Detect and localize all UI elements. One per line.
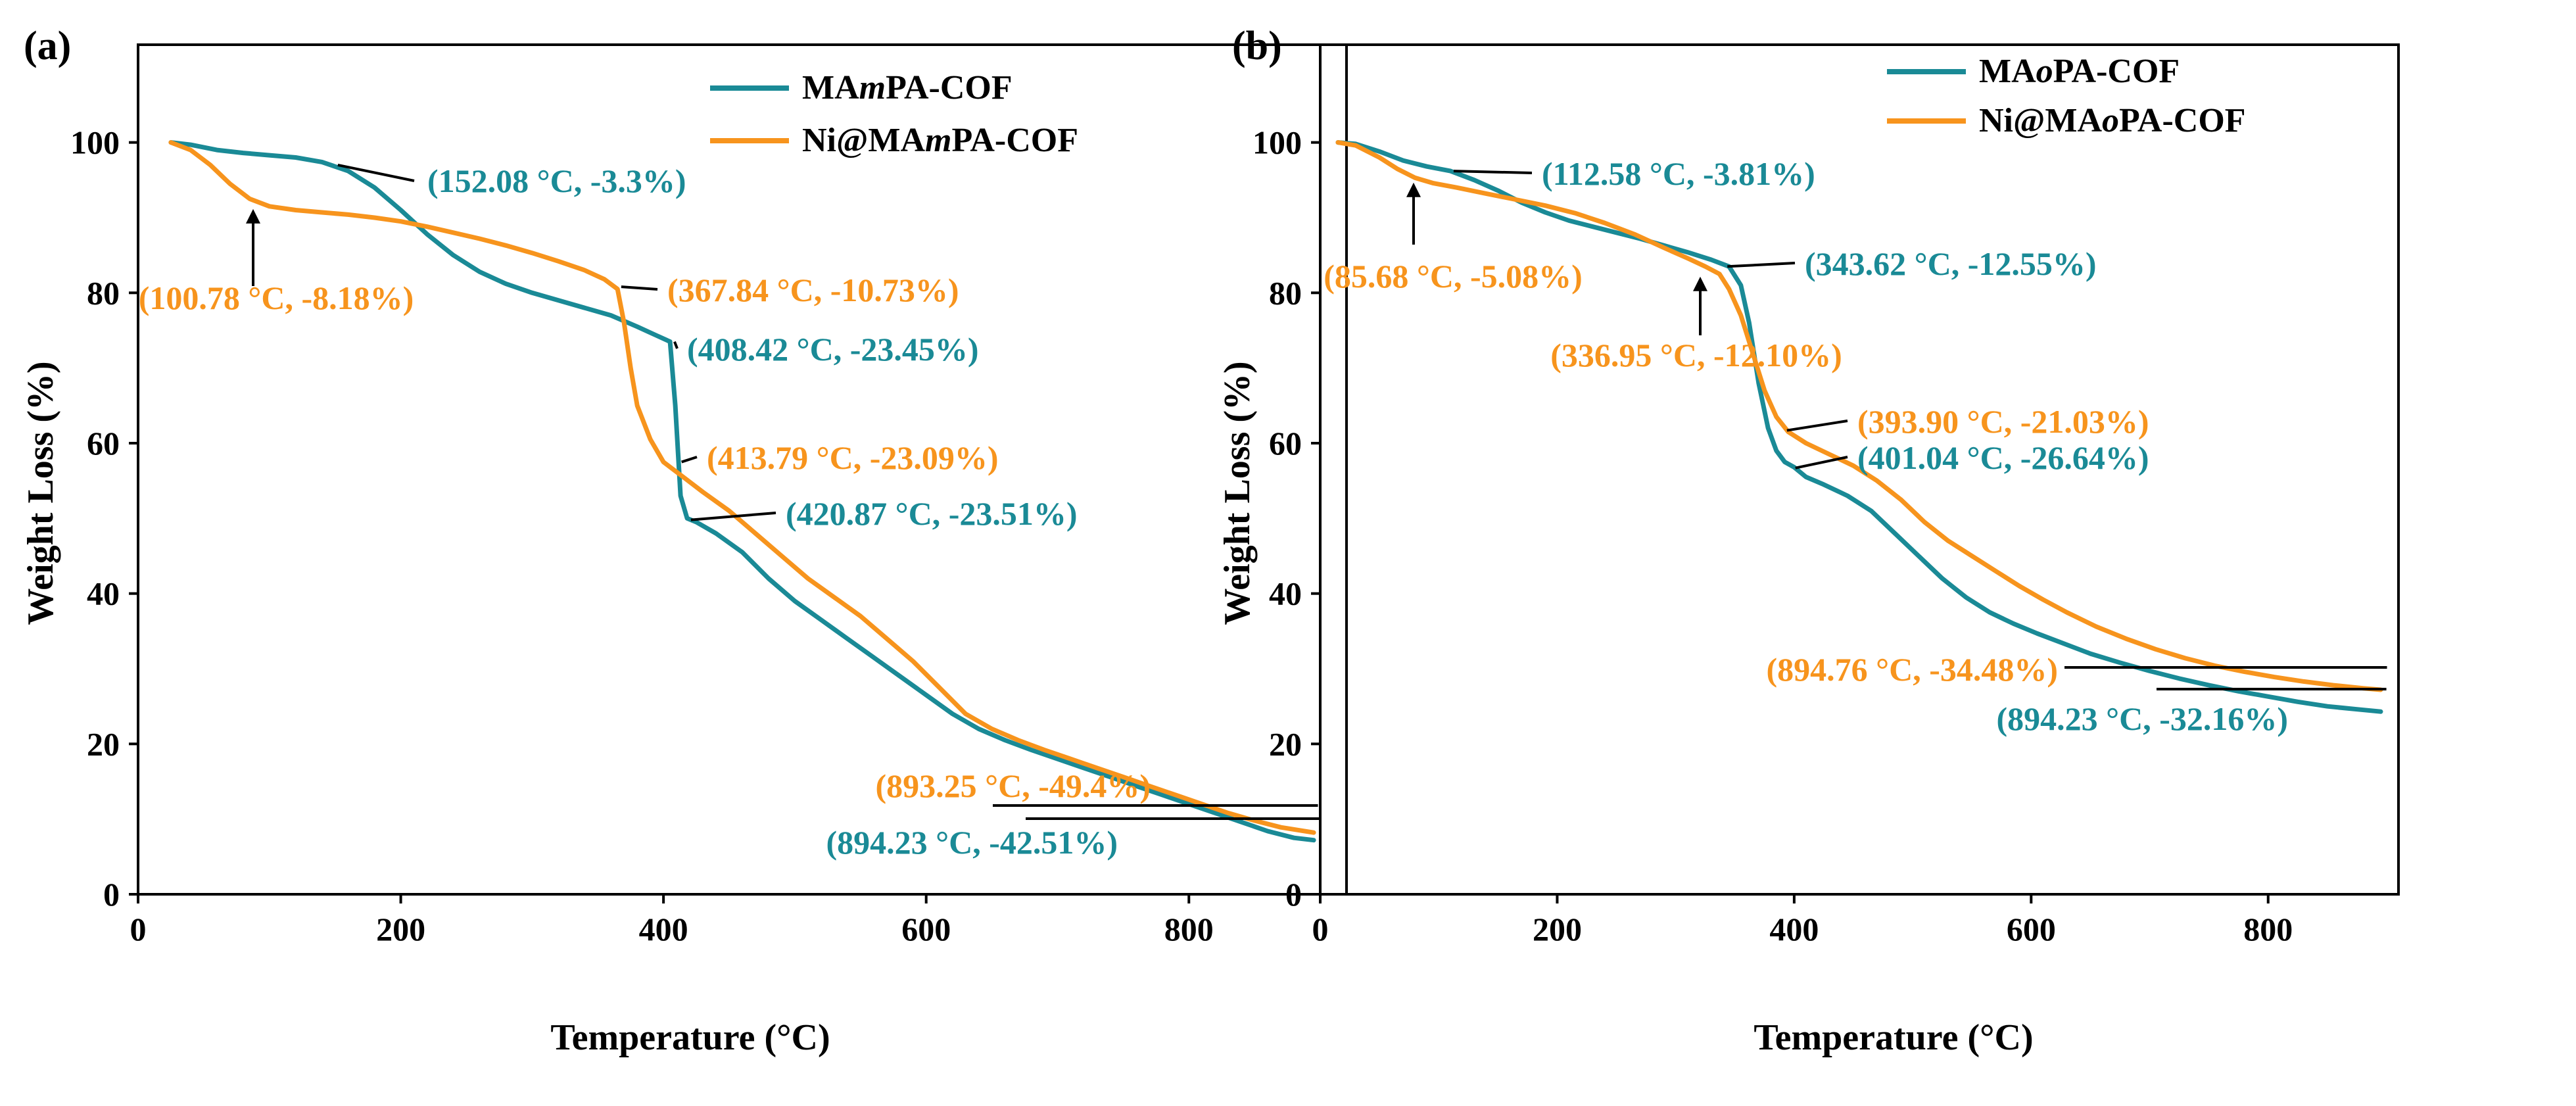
panel-a-annotation-label: (894.23 °C, -42.51%) (826, 824, 1118, 861)
panel-a-series-line-cof (168, 140, 1316, 843)
legend-name-prefix: MA (802, 69, 859, 107)
legend-name-italic: o (2036, 53, 2053, 90)
legend-name-suffix: PA-COF (2053, 53, 2180, 90)
panel-b-plot-area: 0 200 400 600 800 0 20 40 60 80 100 (112.58 °C, -3… (1252, 43, 2400, 948)
panel-b-x-tick-label: 200 (1533, 911, 1582, 948)
panel-b-legend-label: MAoPA-COF (1979, 53, 2180, 90)
panel-a-x-tick-label: 800 (1164, 911, 1214, 948)
panel-a-annotation-label: (100.78 °C, -8.18%) (139, 279, 414, 316)
panel-a-x-tick-label: 0 (130, 911, 147, 948)
panel-a-annotation-leader (673, 341, 679, 349)
panel-b-annotation-leader (1453, 170, 1533, 174)
panel-b-annotation-label: (393.90 °C, -21.03%) (1857, 403, 2149, 440)
panel-b-x-tick-label: 0 (1312, 911, 1329, 948)
panel-a-legend-label: Ni@MAmPA-COF (802, 122, 1078, 159)
panel-b-series-line-ni-cof (1335, 140, 2383, 692)
legend-name-italic: m (859, 69, 886, 107)
panel-a-series-line-ni-cof (168, 140, 1316, 835)
panel-a-annotation-arrowhead (246, 208, 260, 224)
panel-a: (a) Weight Loss (%) Temperature (°C) 0 20… (20, 24, 1348, 1058)
panel-a-annotation-label: (413.79 °C, -23.09%) (707, 439, 999, 476)
panel-b-annotation-leader (1786, 420, 1848, 432)
legend-name-prefix: Ni@MA (1979, 102, 2102, 139)
panel-b: (b) Weight Loss (%) Temperature (°C) 0 20… (1217, 24, 2400, 1058)
panel-b-label: (b) (1232, 24, 1282, 68)
panel-a-y-axis-title: Weight Loss (%) (20, 361, 61, 625)
panel-b-y-tick-label: 20 (1269, 725, 1302, 762)
panel-a-annotation-leader (337, 163, 415, 182)
panel-a-annotation-label: (893.25 °C, -49.4%) (875, 767, 1151, 804)
panel-a-legend-label: MAmPA-COF (802, 69, 1013, 107)
panel-a-annotation-leader (681, 456, 698, 464)
panel-a-y-tick-label: 80 (87, 274, 120, 311)
panel-b-annotation-arrowhead (1693, 276, 1707, 291)
panel-b-y-axis-title: Weight Loss (%) (1217, 361, 1258, 625)
panel-b-y-tick-label: 0 (1285, 876, 1302, 913)
panel-a-annotation-label: (152.08 °C, -3.3%) (427, 162, 686, 199)
panel-a-annotation-leader (690, 512, 776, 521)
panel-b-annotation-label: (401.04 °C, -26.64%) (1857, 439, 2149, 476)
panel-b-x-tick-label: 600 (2007, 911, 2056, 948)
panel-b-annotation-label: (894.76 °C, -34.48%) (1766, 651, 2058, 688)
panel-b-annotation-label: (343.62 °C, -12.55%) (1805, 245, 2097, 282)
panel-b-y-tick-label: 60 (1269, 425, 1302, 462)
panel-b-annotation-label: (336.95 °C, -12.10%) (1550, 337, 1842, 373)
legend-name-italic: o (2102, 102, 2119, 139)
panel-a-y-tick-label: 20 (87, 725, 120, 762)
panel-a-x-tick-label: 200 (376, 911, 425, 948)
panel-a-annotation-label: (420.87 °C, -23.51%) (786, 495, 1078, 532)
panel-a-annotation-label: (408.42 °C, -23.45%) (687, 331, 979, 368)
panel-a-x-tick-label: 600 (901, 911, 951, 948)
legend-name-suffix: PA-COF (2119, 102, 2246, 139)
panel-a-annotation-label: (367.84 °C, -10.73%) (667, 272, 959, 308)
panel-b-y-tick-label: 80 (1269, 274, 1302, 311)
panel-b-x-tick-label: 400 (1769, 911, 1819, 948)
legend-name-italic: m (925, 122, 951, 159)
panel-b-annotation-arrowhead (1406, 182, 1421, 197)
panel-b-annotation-label: (894.23 °C, -32.16%) (1996, 700, 2288, 737)
panel-b-x-axis-title: Temperature (°C) (1753, 1017, 2033, 1058)
legend-name-suffix: PA-COF (951, 122, 1078, 159)
legend-name-prefix: MA (1979, 53, 2036, 90)
panel-a-y-tick-label: 40 (87, 575, 120, 612)
panel-b-annotation-label: (85.68 °C, -5.08%) (1324, 258, 1583, 295)
panel-a-annotation-leader (621, 285, 658, 291)
panel-a-y-tick-label: 100 (70, 124, 120, 161)
panel-a-x-tick-label: 400 (639, 911, 688, 948)
panel-b-legend-label: Ni@MAoPA-COF (1979, 102, 2246, 139)
panel-a-x-axis-title: Temperature (°C) (550, 1017, 830, 1058)
panel-b-y-tick-label: 100 (1252, 124, 1302, 161)
panel-a-label: (a) (24, 24, 71, 68)
panel-b-x-tick-label: 800 (2243, 911, 2293, 948)
panel-b-annotation-leader (1795, 456, 1848, 469)
panel-b-annotation-leader (1727, 262, 1796, 268)
panel-a-axes-frame (137, 43, 1348, 896)
panel-a-y-tick-label: 0 (103, 876, 120, 913)
panel-a-y-tick-label: 60 (87, 425, 120, 462)
panel-b-annotation-label: (112.58 °C, -3.81%) (1542, 155, 1815, 192)
panel-b-y-tick-label: 40 (1269, 575, 1302, 612)
panel-b-axes-frame (1319, 43, 2400, 896)
legend-name-prefix: Ni@MA (802, 122, 925, 159)
legend-name-suffix: PA-COF (886, 69, 1013, 107)
